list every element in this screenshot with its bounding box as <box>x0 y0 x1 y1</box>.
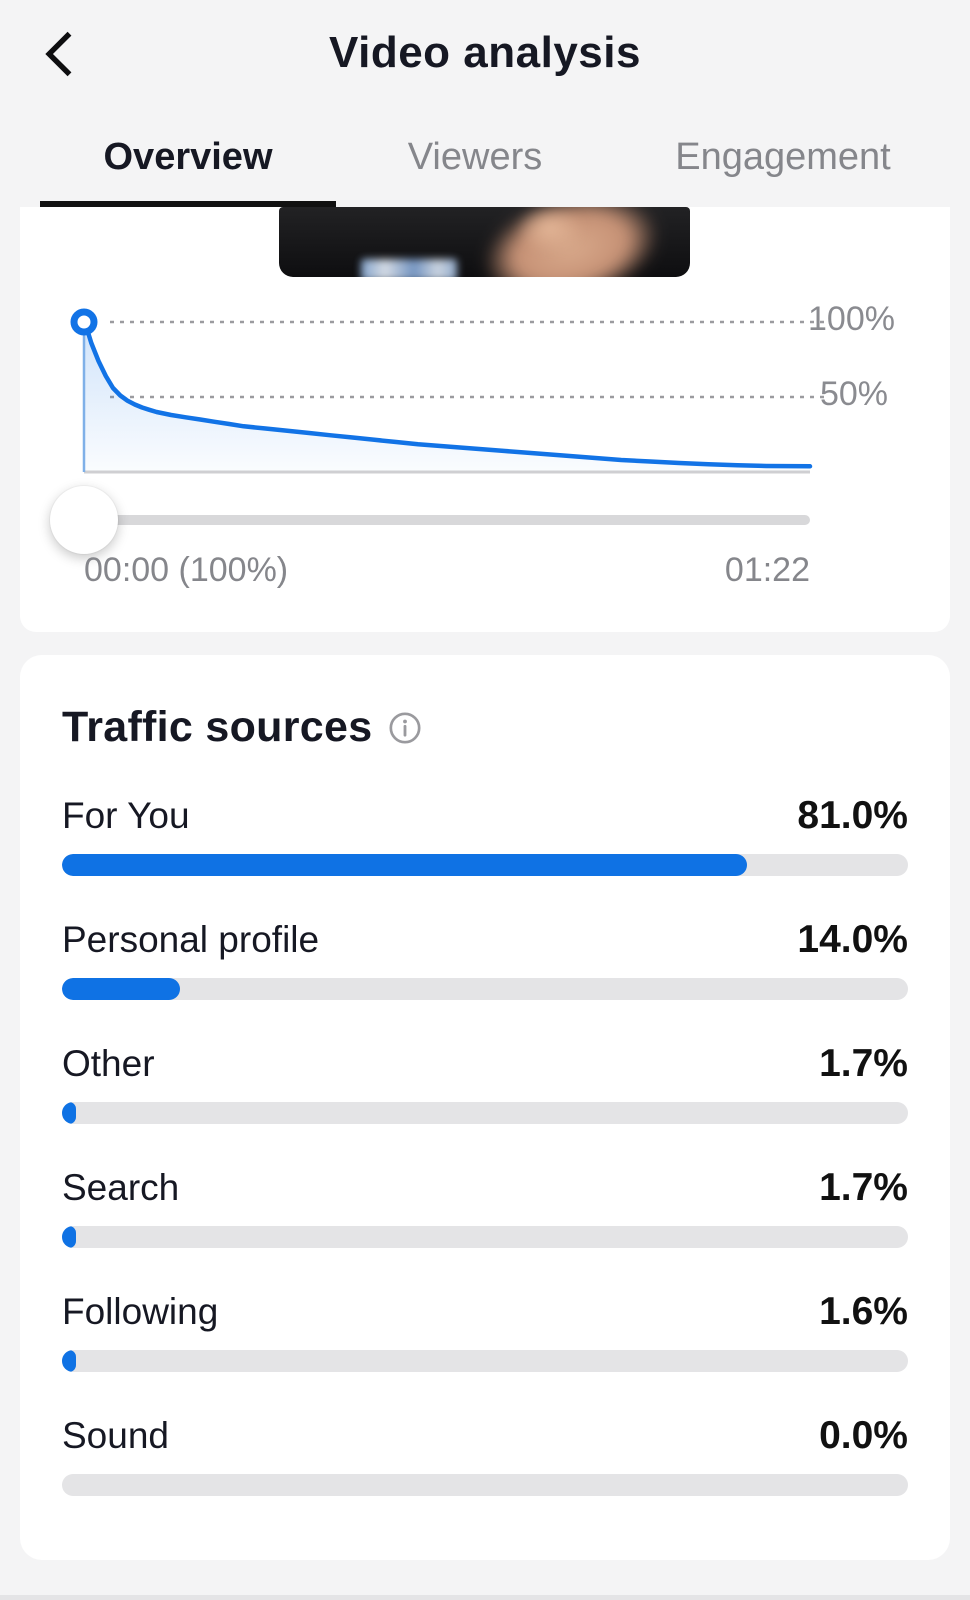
traffic-row-bar-track <box>62 854 908 876</box>
traffic-row-sound: Sound 0.0% <box>62 1414 908 1496</box>
traffic-row-label: Sound <box>62 1415 169 1456</box>
traffic-row-bar-fill <box>62 854 748 876</box>
traffic-sources-card: Traffic sources For You 81.0% Personal p… <box>20 655 950 1560</box>
timeline-labels: 00:00 (100%) 01:22 <box>84 551 810 590</box>
traffic-row-value: 81.0% <box>797 794 908 837</box>
traffic-row-label: For You <box>62 795 190 836</box>
info-icon[interactable] <box>388 711 422 745</box>
retention-line <box>81 319 813 469</box>
traffic-row-bar-fill <box>62 1226 77 1248</box>
active-tab-underline <box>40 201 336 207</box>
traffic-row-label: Other <box>62 1043 155 1084</box>
traffic-row-bar-fill <box>62 1102 77 1124</box>
tab-viewers[interactable]: Viewers <box>407 135 543 178</box>
traffic-row-bar-track <box>62 1226 908 1248</box>
gridline-label-50: 50% <box>819 375 888 413</box>
thumbnail-shirt-text-blur <box>361 259 458 277</box>
retention-card: 100% 50% 00:00 (100%) 01:22 <box>20 207 950 632</box>
chevron-left-icon <box>45 31 72 77</box>
traffic-row-other: Other 1.7% <box>62 1042 908 1124</box>
timeline-end-label: 01:22 <box>724 551 810 589</box>
tab-engagement[interactable]: Engagement <box>675 135 891 178</box>
traffic-row-bar-track <box>62 978 908 1000</box>
timeline-slider-track[interactable] <box>84 515 810 525</box>
retention-area-fill <box>84 322 810 472</box>
timeline-slider-thumb[interactable] <box>50 486 118 554</box>
retention-chart-area <box>20 302 950 482</box>
traffic-row-value: 0.0% <box>819 1414 908 1457</box>
traffic-row-bar-track <box>62 1474 908 1496</box>
traffic-row-label: Personal profile <box>62 919 320 960</box>
playhead-marker[interactable] <box>70 308 98 336</box>
tab-overview[interactable]: Overview <box>103 135 273 178</box>
traffic-row-bar-fill <box>62 1350 76 1372</box>
traffic-row-label: Following <box>62 1291 219 1332</box>
timeline-current-label: 00:00 (100%) <box>84 551 289 589</box>
traffic-row-following: Following 1.6% <box>62 1290 908 1372</box>
traffic-row-value: 1.7% <box>819 1166 908 1209</box>
traffic-sources-header: Traffic sources <box>62 703 908 752</box>
traffic-row-value: 14.0% <box>797 918 908 961</box>
traffic-sources-title: Traffic sources <box>62 703 373 751</box>
retention-chart <box>70 308 830 474</box>
traffic-row-value: 1.6% <box>819 1290 908 1333</box>
video-thumbnail[interactable] <box>279 207 690 277</box>
bottom-divider <box>0 1595 970 1600</box>
back-button[interactable] <box>34 26 86 82</box>
traffic-row-value: 1.7% <box>819 1042 908 1085</box>
page-title: Video analysis <box>329 28 641 77</box>
traffic-row-bar-fill <box>62 978 181 1000</box>
traffic-row-bar-track <box>62 1350 908 1372</box>
traffic-row-bar-track <box>62 1102 908 1124</box>
gridline-label-100: 100% <box>808 300 895 338</box>
traffic-row-personal-profile: Personal profile 14.0% <box>62 918 908 1000</box>
traffic-row-search: Search 1.7% <box>62 1166 908 1248</box>
traffic-row-for-you: For You 81.0% <box>62 794 908 876</box>
thumbnail-hand-highlight <box>505 207 596 260</box>
traffic-row-label: Search <box>62 1167 180 1208</box>
